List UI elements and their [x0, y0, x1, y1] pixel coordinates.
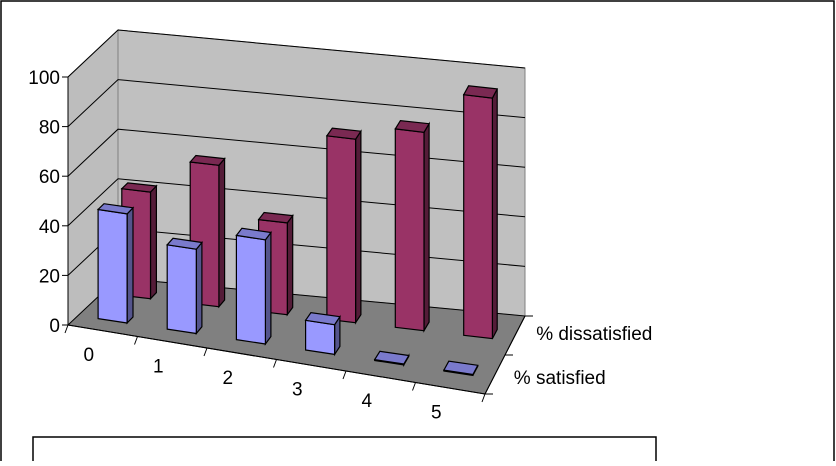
y-tick-label: 0: [49, 316, 60, 337]
x-tick-label: 5: [431, 402, 442, 423]
bar-satisfied-2: [235, 227, 272, 346]
gridline: [67, 128, 526, 177]
series-axis-label: % satisfied: [514, 368, 606, 389]
bar-dissatisfied-5: [462, 85, 499, 340]
y-tick-label: 20: [39, 266, 60, 287]
text-box: [32, 436, 657, 466]
x-tick-label: 4: [361, 391, 372, 412]
x-tick-mark: [134, 336, 138, 345]
x-tick-label: 3: [292, 379, 303, 400]
bar-satisfied-4: [373, 350, 410, 368]
x-tick-label: 2: [222, 368, 233, 389]
x-tick-mark: [481, 393, 486, 403]
x-tick-label: 1: [153, 356, 164, 377]
x-tick-label: 0: [83, 345, 94, 366]
x-tick-mark: [64, 324, 69, 334]
x-tick-mark: [342, 370, 347, 380]
x-tick-mark: [203, 347, 208, 357]
bar-dissatisfied-3: [325, 127, 362, 325]
bar-satisfied-3: [304, 311, 341, 357]
bar-satisfied-0: [96, 203, 135, 325]
gridline: [67, 79, 526, 127]
y-tick-label: 40: [39, 217, 60, 238]
y-tick-label: 80: [39, 118, 60, 139]
bar-satisfied-1: [166, 237, 204, 336]
bar-satisfied-5: [442, 360, 479, 377]
gridline: [67, 29, 526, 78]
y-tick-label: 100: [28, 68, 60, 89]
series-axis-label: % dissatisfied: [536, 324, 652, 345]
x-tick-mark: [273, 359, 277, 368]
x-tick-mark: [412, 382, 416, 391]
bar-dissatisfied-4: [394, 119, 431, 333]
gridline: [67, 178, 526, 227]
y-tick-label: 60: [39, 167, 60, 188]
